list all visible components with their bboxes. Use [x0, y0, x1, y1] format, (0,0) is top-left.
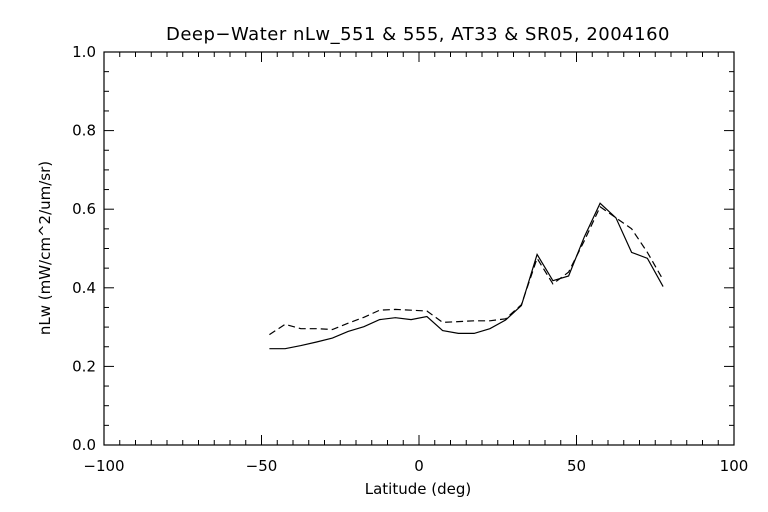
series-line-solid	[269, 202, 664, 350]
x-tick-label: 0	[414, 457, 424, 475]
y-tick-label: 0.6	[72, 200, 96, 218]
chart-title: Deep−Water nLw_551 & 555, AT33 & SR05, 2…	[166, 24, 670, 45]
series-line-dashed	[269, 205, 664, 336]
x-tick-label: 50	[567, 457, 586, 475]
y-tick-label: 1.0	[72, 43, 96, 61]
y-axis-tick-labels: 0.0 0.2 0.4 0.6 0.8 1.0	[72, 43, 96, 454]
y-tick-label: 0.8	[72, 122, 96, 140]
x-tick-label: 100	[720, 457, 749, 475]
x-axis-label: Latitude (deg)	[365, 480, 471, 498]
x-tick-label: −50	[246, 457, 278, 475]
data-series	[269, 202, 664, 350]
y-tick-label: 0.4	[72, 279, 96, 297]
axis-ticks	[103, 51, 735, 446]
y-tick-label: 0.2	[72, 357, 96, 375]
x-tick-label: −100	[83, 457, 124, 475]
y-tick-label: 0.0	[72, 436, 96, 454]
y-axis-label: nLw (mW/cm^2/um/sr)	[36, 161, 54, 335]
x-axis-tick-labels: −100 −50 0 50 100	[83, 457, 748, 475]
